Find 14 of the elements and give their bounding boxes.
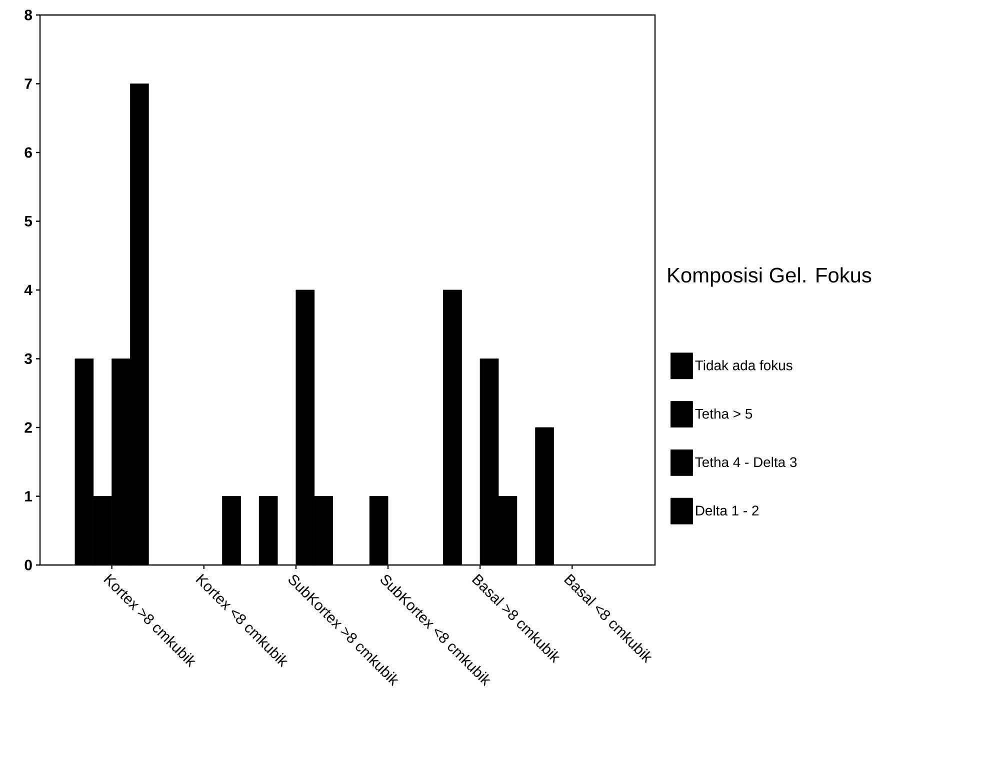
legend-label: Delta 1 - 2 bbox=[696, 505, 759, 516]
y-tick-label: 5 bbox=[24, 216, 32, 226]
legend-label: Tetha 4 - Delta 3 bbox=[695, 456, 797, 468]
y-tick-label: 3 bbox=[24, 353, 32, 364]
y-tick-label: 1 bbox=[25, 491, 32, 502]
legend-label: Tidak ada fokus bbox=[695, 360, 792, 370]
y-tick-label: 8 bbox=[24, 10, 32, 20]
y-tick-label: 6 bbox=[24, 147, 32, 158]
legend-label: Tetha > 5 bbox=[695, 408, 752, 419]
y-tick-label: 2 bbox=[24, 422, 32, 433]
y-tick-label: 7 bbox=[24, 78, 32, 89]
legend-title: Komposisi Gel. Fokus bbox=[668, 267, 872, 287]
y-tick-label: 0 bbox=[24, 560, 32, 570]
y-tick-label: 4 bbox=[24, 284, 32, 296]
